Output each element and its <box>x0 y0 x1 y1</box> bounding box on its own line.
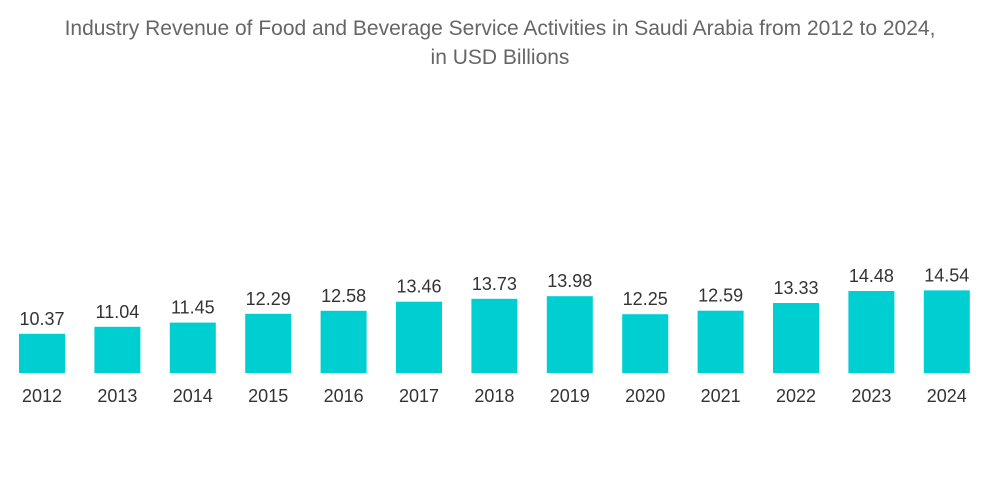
x-tick-label-2014: 2014 <box>173 386 213 406</box>
value-label-2014: 11.45 <box>171 298 215 318</box>
x-axis-tick-labels: 2012 2013 2014 2015 2016 2017 2018 2019 2020 2021… <box>22 386 967 406</box>
bar-2014 <box>169 322 216 373</box>
x-tick-label-2013: 2013 <box>97 386 137 406</box>
bar-2015 <box>245 313 292 373</box>
x-tick-label-2015: 2015 <box>248 386 288 406</box>
x-tick-label-2023: 2023 <box>851 386 891 406</box>
value-label-2019: 13.98 <box>547 271 592 291</box>
x-tick-label-2020: 2020 <box>625 386 665 406</box>
bar-2022 <box>773 303 819 373</box>
bar-2012 <box>19 333 65 373</box>
bar-2023 <box>848 291 895 373</box>
value-label-2017: 13.46 <box>396 277 441 297</box>
bars-group <box>19 290 970 373</box>
value-label-2015: 12.29 <box>246 289 291 309</box>
bar-2024 <box>923 290 970 373</box>
x-tick-label-2017: 2017 <box>399 386 439 406</box>
chart-title: Industry Revenue of Food and Beverage Se… <box>0 14 1000 72</box>
bar-2016 <box>320 310 367 373</box>
bar-2017 <box>396 301 442 373</box>
x-tick-label-2016: 2016 <box>324 386 364 406</box>
chart-subtitle: in USD Billions <box>430 46 570 69</box>
value-label-2023: 14.48 <box>849 266 894 286</box>
value-label-2016: 12.58 <box>321 286 366 306</box>
value-label-2021: 12.59 <box>698 286 743 306</box>
bar-2021 <box>697 310 744 373</box>
value-label-2018: 13.73 <box>472 274 517 294</box>
x-tick-label-2019: 2019 <box>550 386 590 406</box>
bar-2019 <box>546 296 593 373</box>
chart-title-line1: Industry Revenue of Food and Beverage Se… <box>64 17 936 40</box>
value-labels-group: 10.37 11.04 11.45 12.29 12.58 13.46 13.73 13.98… <box>19 265 969 328</box>
value-label-2012: 10.37 <box>19 309 64 329</box>
x-tick-label-2018: 2018 <box>474 386 514 406</box>
bar-2020 <box>622 314 669 373</box>
x-tick-label-2012: 2012 <box>22 386 62 406</box>
value-label-2020: 12.25 <box>623 289 668 309</box>
value-label-2024: 14.54 <box>924 265 969 285</box>
value-label-2013: 11.04 <box>96 302 140 322</box>
x-tick-label-2022: 2022 <box>776 386 816 406</box>
bar-2018 <box>471 298 518 373</box>
x-tick-label-2021: 2021 <box>701 386 741 406</box>
bar-2013 <box>94 326 141 373</box>
x-tick-label-2024: 2024 <box>927 386 967 406</box>
value-label-2022: 13.33 <box>773 278 818 298</box>
